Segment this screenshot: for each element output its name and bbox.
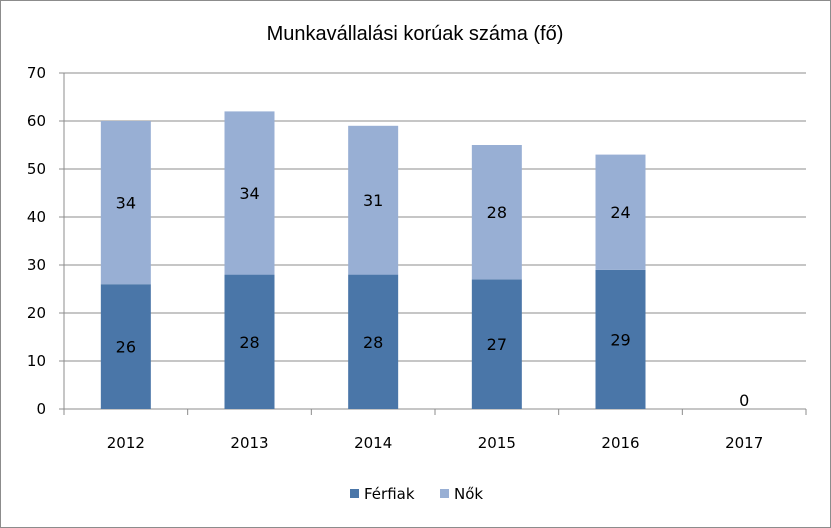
data-label: 31 (363, 191, 383, 210)
legend-label: Nők (454, 485, 483, 503)
x-tick-label: 2012 (107, 434, 145, 452)
legend-swatch (350, 489, 359, 498)
bar-nők-2016 (595, 154, 646, 270)
data-label: 28 (363, 333, 383, 352)
x-tick-label: 2017 (725, 434, 763, 452)
y-tick-label: 10 (27, 352, 46, 370)
bar-nők-2012 (100, 121, 151, 285)
data-label: 28 (239, 333, 259, 352)
y-tick-label: 0 (36, 400, 46, 418)
bar-nők-2013 (224, 111, 275, 275)
y-tick-label: 70 (27, 64, 46, 82)
x-axis: 2012 2013 2014 2015 2016 2017 (63, 408, 807, 452)
legend: Férfiak Nők (350, 485, 483, 503)
bar-férfiak-2015 (471, 279, 522, 409)
bar-férfiak-2014 (348, 274, 399, 409)
data-label: 34 (116, 194, 136, 213)
x-tick-label: 2013 (230, 434, 268, 452)
bars (100, 111, 646, 409)
y-tick-label: 50 (27, 160, 46, 178)
chart-title: Munkavállalási korúak száma (fő) (267, 23, 564, 45)
x-tick-label: 2014 (354, 434, 392, 452)
y-tick-label: 20 (27, 304, 46, 322)
gridlines (64, 72, 806, 410)
data-label: 24 (610, 203, 630, 222)
data-label: 29 (610, 330, 630, 349)
data-label: 27 (487, 335, 507, 354)
legend-swatch (440, 489, 449, 498)
bar-nők-2014 (348, 125, 399, 275)
bar-nők-2015 (471, 145, 522, 280)
y-tick-label: 40 (27, 208, 46, 226)
data-labels: 26 34 28 34 28 31 27 28 29 24 0 (116, 184, 750, 410)
bar-férfiak-2013 (224, 274, 275, 409)
y-tick-label: 60 (27, 112, 46, 130)
data-label: 0 (739, 391, 749, 410)
y-tick-label: 30 (27, 256, 46, 274)
data-label: 28 (487, 203, 507, 222)
x-tick-label: 2015 (478, 434, 516, 452)
data-label: 26 (116, 338, 136, 357)
data-label: 34 (239, 184, 259, 203)
x-tick-label: 2016 (601, 434, 639, 452)
legend-label: Férfiak (364, 485, 415, 503)
bar-férfiak-2012 (100, 284, 151, 409)
bar-férfiak-2016 (595, 269, 646, 409)
y-axis: 0 10 20 30 40 50 60 70 (27, 64, 65, 418)
